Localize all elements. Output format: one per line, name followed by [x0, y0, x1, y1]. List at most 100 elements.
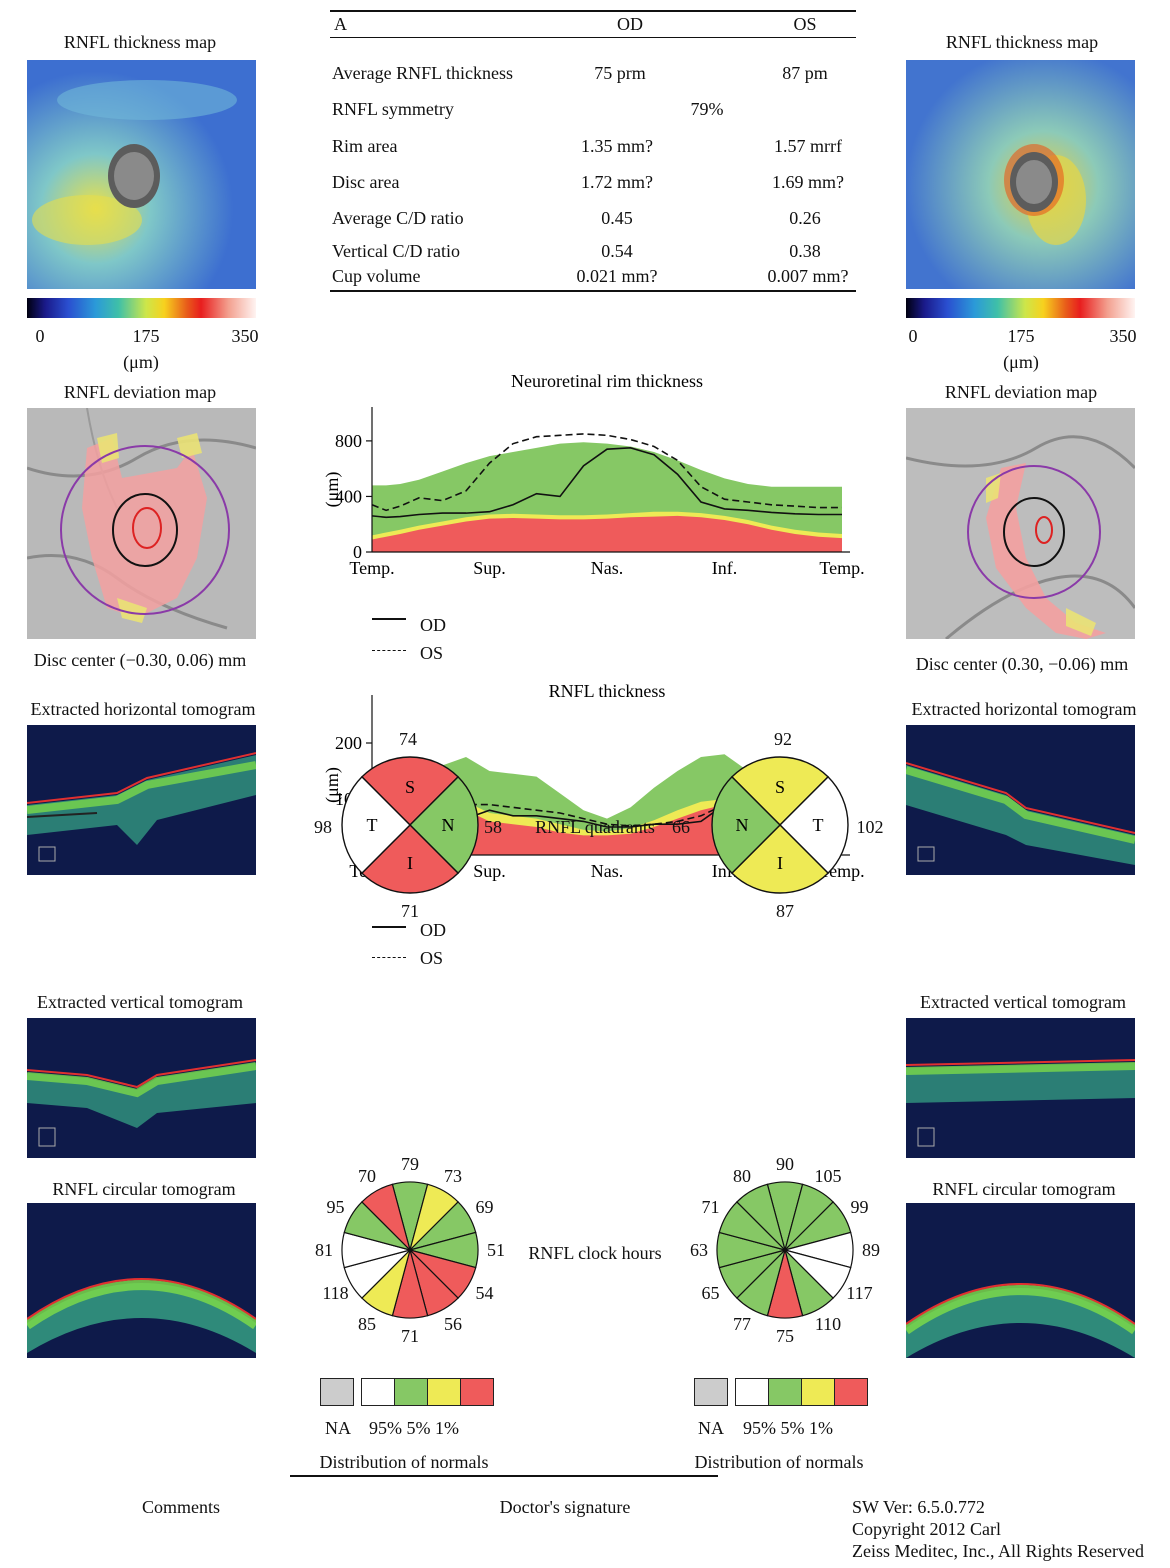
od-quadrant-pie: S N I T	[341, 756, 479, 894]
clock-hour-value: 89	[862, 1240, 880, 1260]
left-scale-tick-175: 175	[132, 326, 160, 346]
od-quadrant-i-value: 71	[401, 901, 419, 921]
left-deviation-map-title: RNFL deviation map	[63, 382, 217, 402]
y-tick-label: 800	[335, 431, 362, 451]
quadrant-letter-i: I	[777, 853, 783, 873]
legend-od-line	[372, 618, 406, 620]
quadrant-letter-s: S	[405, 777, 415, 797]
clock-sector	[736, 1183, 787, 1253]
legend-os-line	[372, 957, 406, 958]
table-cell-od: 1.35 mm?	[581, 136, 653, 156]
clock-hour-value: 54	[475, 1283, 494, 1303]
legend-na-box	[694, 1378, 728, 1406]
os-quadrant-s-value: 92	[774, 729, 792, 749]
legend-od-line	[372, 926, 406, 928]
clock-hour-value: 90	[776, 1154, 794, 1174]
right-scale-unit: (μm)	[1003, 352, 1039, 372]
y-axis-label: (μm)	[322, 767, 343, 803]
clock-hour-value: 73	[444, 1165, 462, 1186]
table-row-label: RNFL symmetry	[332, 99, 454, 119]
quadrant-letter-s: S	[775, 777, 785, 797]
quadrant-letter-n: N	[442, 815, 455, 835]
rim-thickness-chart: 0 400 800 Temp. Sup. Nas. Inf. Temp. Neuroretina…	[322, 371, 865, 578]
x-tick-label: Nas.	[591, 558, 624, 578]
left-thickness-map-title: RNFL thickness map	[63, 32, 217, 52]
right-vertical-tomogram	[906, 1018, 1135, 1158]
quadrant-n	[409, 775, 479, 875]
table-cell-both: 79%	[690, 99, 724, 119]
left-vertical-tomogram	[27, 1018, 256, 1158]
table-cell-os: 0.007 mm?	[767, 266, 849, 286]
left-deviation-map	[27, 408, 256, 639]
quadrants-label: RNFL quadrants	[535, 817, 655, 837]
table-cell-od: 0.021 mm?	[576, 266, 658, 286]
legend-os-label: OS	[420, 948, 444, 968]
left-scale-tick-350: 350	[231, 326, 259, 346]
clock-hour-value: 70	[358, 1165, 376, 1186]
table-header-a: A	[334, 14, 347, 34]
table-cell-os: 1.57 mrrf	[774, 136, 842, 156]
clock-hour-value: 69	[475, 1197, 494, 1217]
right-horizontal-tomogram-title: Extracted horizontal tomogram	[911, 699, 1137, 719]
legend-95-box	[361, 1378, 395, 1406]
od-quadrant-s-value: 74	[399, 729, 417, 749]
table-cell-os: 1.69 mm?	[772, 172, 844, 192]
legend-lt1-box	[460, 1378, 494, 1406]
clock-hour-value: 80	[733, 1165, 751, 1186]
x-tick-label: Inf.	[712, 558, 738, 578]
quadrant-t	[779, 775, 849, 875]
left-circular-tomogram	[27, 1203, 256, 1358]
table-cell-od: 0.54	[601, 241, 633, 261]
right-deviation-map-title: RNFL deviation map	[944, 382, 1098, 402]
copyright-line-1: Copyright 2012 Carl	[852, 1519, 1001, 1539]
quadrant-s	[360, 756, 460, 826]
legend-5-box	[394, 1378, 428, 1406]
sw-version: SW Ver: 6.5.0.772	[852, 1497, 985, 1517]
quadrant-letter-t: T	[813, 815, 824, 835]
os-clock-hours-pie	[716, 1181, 854, 1319]
chart-title: RNFL thickness	[549, 681, 666, 701]
series-line-od	[371, 447, 842, 519]
clock-hour-value: 79	[401, 1154, 419, 1174]
table-row-label: Disc area	[332, 172, 400, 192]
clock-hour-value: 77	[733, 1314, 751, 1335]
left-circular-tomogram-title: RNFL circular tomogram	[52, 1179, 236, 1199]
clock-hour-value: 117	[846, 1283, 873, 1303]
legend-1-box	[801, 1378, 835, 1406]
quadrant-letter-n: N	[736, 815, 749, 835]
signature-line	[290, 1475, 718, 1477]
y-axis-label: (μm)	[322, 472, 343, 508]
right-scale-tick-350: 350	[1109, 326, 1137, 346]
table-row-label: Cup volume	[332, 266, 421, 286]
table-row-label: Vertical C/D ratio	[332, 241, 460, 261]
x-tick-label: Sup.	[473, 558, 506, 578]
table-header-rule	[330, 37, 856, 38]
clock-hour-value: 56	[444, 1314, 462, 1335]
table-header-os: OS	[793, 14, 817, 34]
y-tick-label: 0	[353, 542, 362, 562]
clock-hour-value: 81	[315, 1240, 333, 1260]
clock-hours-label: RNFL clock hours	[528, 1243, 662, 1263]
table-cell-od: 1.72 mm?	[581, 172, 653, 192]
right-thickness-map	[906, 60, 1135, 289]
table-cell-os: 0.38	[789, 241, 821, 261]
legend-na-box	[320, 1378, 354, 1406]
clock-hour-value: 65	[701, 1283, 720, 1303]
right-color-scale-bar	[906, 298, 1135, 318]
legend-title: Distribution of normals	[694, 1452, 864, 1472]
quadrant-letter-t: T	[367, 815, 378, 835]
right-horizontal-tomogram	[906, 725, 1135, 875]
right-scale-tick-175: 175	[1007, 326, 1035, 346]
table-row-label: Average RNFL thickness	[332, 63, 513, 83]
right-scale-tick-0: 0	[908, 326, 918, 346]
quadrant-i	[360, 824, 460, 894]
table-cell-os: 0.26	[789, 208, 821, 228]
left-disc-center: Disc center (−0.30, 0.06) mm	[33, 650, 247, 670]
quadrant-letter-i: I	[407, 853, 413, 873]
signature-label: Doctor's signature	[499, 1497, 631, 1517]
y-tick-label: 200	[335, 733, 362, 753]
clock-sector	[361, 1183, 412, 1253]
clock-hour-value: 71	[701, 1197, 720, 1217]
clock-hour-value: 110	[814, 1314, 842, 1335]
quadrant-t	[341, 775, 411, 875]
